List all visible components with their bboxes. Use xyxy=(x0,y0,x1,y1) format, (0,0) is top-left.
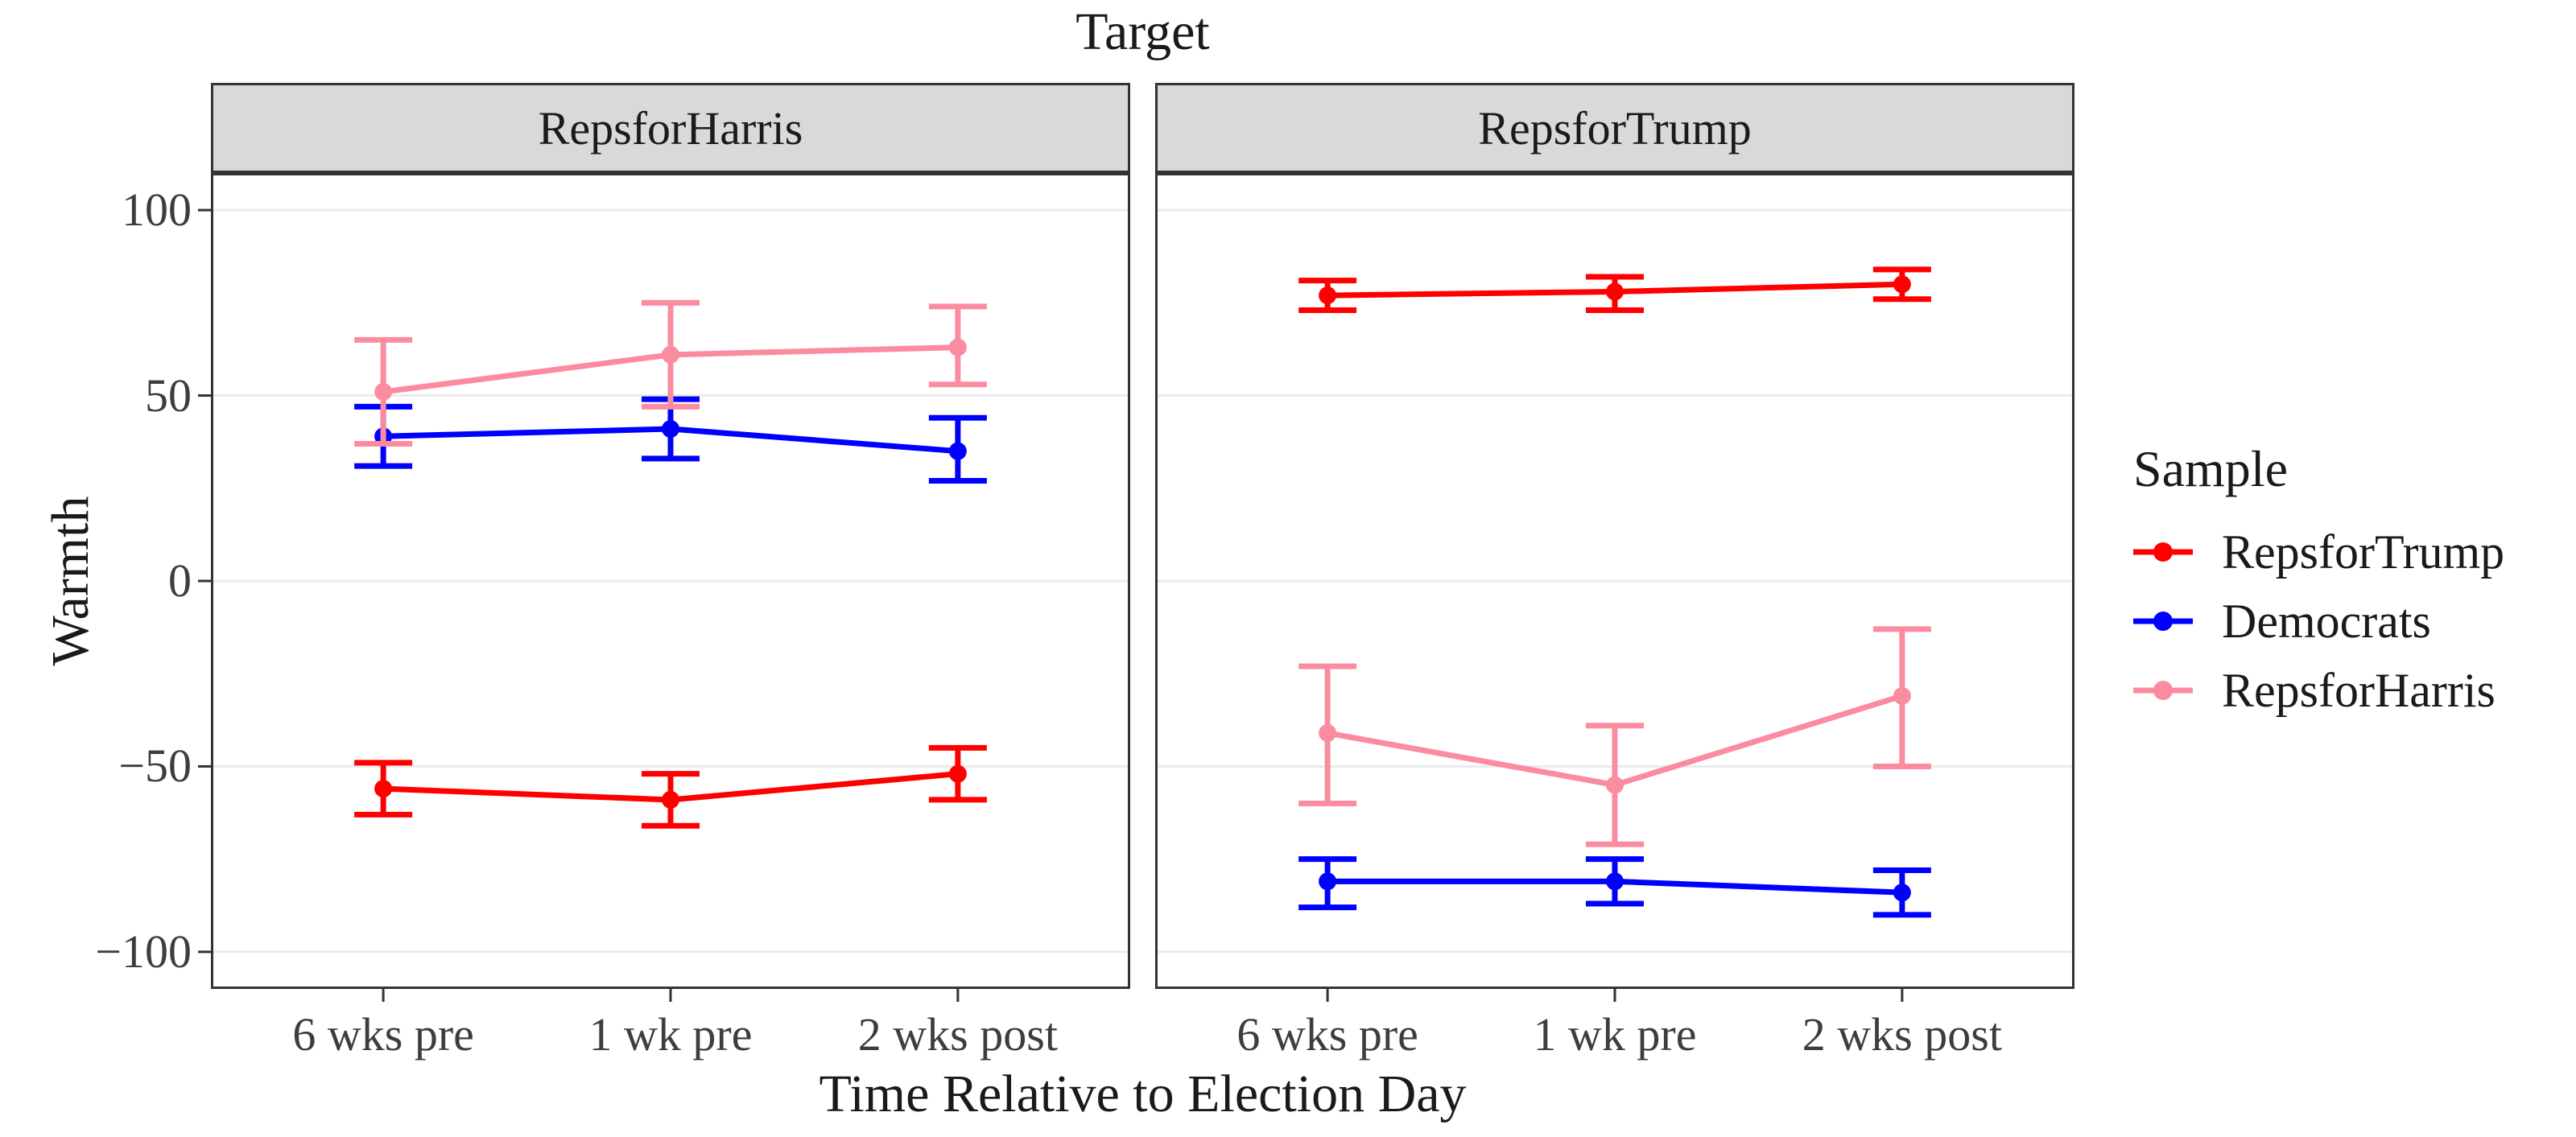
data-point xyxy=(1893,884,1911,902)
series-Democrats xyxy=(1298,856,1931,918)
legend-item-repsfortrump: RepsforTrump xyxy=(2133,519,2574,585)
data-point xyxy=(1319,872,1337,891)
data-point xyxy=(374,780,393,798)
legend: Sample RepsforTrump Democrats xyxy=(2133,439,2574,723)
data-point xyxy=(1893,686,1911,705)
facet-strip-repsfortrump: RepsforTrump xyxy=(1155,83,2074,173)
series-RepsforTrump xyxy=(354,744,987,829)
y-tick-label: 0 xyxy=(168,554,192,607)
key-dot xyxy=(2153,681,2173,700)
y-tick-label: 100 xyxy=(122,183,192,237)
data-point xyxy=(662,345,679,364)
x-tick-label: 1 wk pre xyxy=(588,1008,753,1061)
x-tick-label: 2 wks post xyxy=(857,1008,1058,1061)
x-tick-label: 1 wk pre xyxy=(1533,1008,1697,1061)
series-Democrats xyxy=(354,396,987,484)
legend-item-repsforharris: RepsforHarris xyxy=(2133,657,2574,723)
chart-title: Target xyxy=(1075,2,1210,61)
data-point xyxy=(948,764,967,783)
legend-title: Sample xyxy=(2133,440,2288,497)
x-tick-label: 2 wks post xyxy=(1802,1008,2002,1061)
x-axis-title: Time Relative to Election Day xyxy=(819,1065,1467,1123)
data-point xyxy=(1606,776,1624,794)
pointrange-key-icon xyxy=(2133,657,2193,723)
legend-label: RepsforTrump xyxy=(2222,525,2505,579)
pointrange-key-icon xyxy=(2133,519,2193,585)
legend-item-democrats: Democrats xyxy=(2133,588,2574,654)
legend-label: Democrats xyxy=(2222,594,2431,648)
data-point xyxy=(662,420,679,439)
data-point xyxy=(1606,282,1624,301)
series-RepsforHarris xyxy=(1298,626,1931,847)
data-point xyxy=(662,790,679,809)
data-point xyxy=(948,338,967,356)
data-point xyxy=(948,442,967,460)
data-point xyxy=(1319,723,1337,742)
y-axis-title: Warmth xyxy=(41,496,100,666)
x-tick-label: 6 wks pre xyxy=(1236,1008,1418,1061)
facet-strip-label: RepsforTrump xyxy=(1478,101,1752,154)
data-point xyxy=(374,382,393,401)
facet-strip-repsforharris: RepsforHarris xyxy=(211,83,1130,173)
data-point xyxy=(1319,286,1337,305)
facet-strip-label: RepsforHarris xyxy=(538,101,803,154)
y-tick-label: −50 xyxy=(118,739,192,793)
pointrange-key-icon xyxy=(2133,588,2193,654)
key-dot xyxy=(2153,612,2173,631)
y-tick-label: 50 xyxy=(145,369,192,422)
key-dot xyxy=(2153,542,2173,562)
x-tick-label: 6 wks pre xyxy=(292,1008,474,1061)
series-RepsforHarris xyxy=(354,299,987,447)
series-RepsforTrump xyxy=(1298,266,1931,314)
data-point xyxy=(1893,275,1911,294)
facet-plot-RepsforTrump xyxy=(1158,208,2072,954)
legend-items: RepsforTrump Democrats RepsforHarris xyxy=(2133,519,2574,723)
legend-label: RepsforHarris xyxy=(2222,663,2496,717)
data-point xyxy=(1606,872,1624,891)
facet-plot-RepsforHarris xyxy=(213,208,1128,954)
y-tick-label: −100 xyxy=(95,925,192,978)
